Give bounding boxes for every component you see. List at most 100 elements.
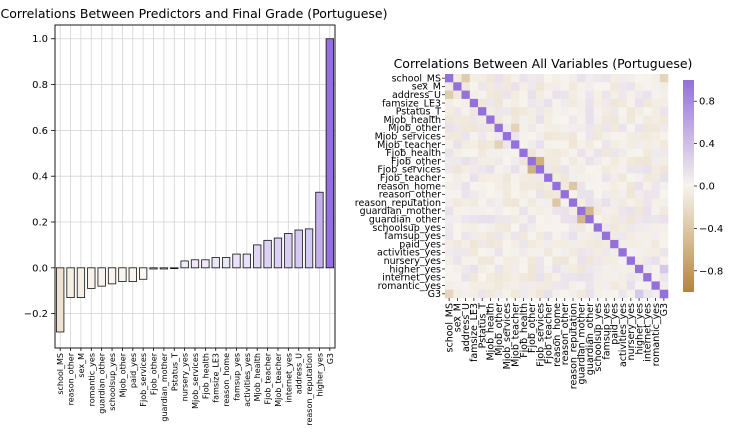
heat-cell [610,107,619,116]
heat-cell [453,132,462,141]
heat-cell [610,281,619,291]
heat-cell [535,231,545,241]
bar-higher_yes [315,191,324,269]
heat-cell [552,140,561,149]
bar-xtick-label: guardian_mother [160,352,169,421]
heat-cell [560,256,570,266]
heat-cell [634,181,644,191]
heat-cell [651,148,661,158]
heat-cell [568,107,578,116]
heat-cell [610,289,619,299]
heat-cell [593,231,603,241]
bar-schoolsup_yes [107,267,117,285]
heat-cell [560,215,570,224]
heat-cell [610,198,619,208]
heat-cell [486,248,495,257]
heat-cell [659,115,669,125]
heat-cell [511,148,520,158]
heat-cell [568,148,578,158]
bar-address_U [294,229,303,269]
heat-cell [577,215,586,224]
heat-cell [643,289,652,299]
heat-cell [486,74,495,83]
heat-cell [618,198,628,208]
heat-cell [634,281,644,291]
heat-cell [643,273,652,282]
heat-ytick-label: reason_home [377,181,441,192]
heat-cell [478,206,487,216]
heat-cell [535,107,545,116]
heat-cell [626,256,636,266]
heat-cell [560,206,570,216]
heat-cell [527,256,537,266]
heat-cell [626,289,636,299]
heat-cell [610,82,619,91]
heat-cell [445,123,454,133]
heat-cell [610,156,619,166]
heat-cell [445,256,454,266]
heat-cell [568,181,578,191]
heat-cell [519,206,528,216]
heat-cell [511,248,520,257]
heat-cell [568,239,578,249]
heat-cell [494,82,504,91]
heat-cell [610,181,619,191]
heat-cell [494,115,504,125]
heat-cell [610,239,619,249]
heat-cell [577,123,586,133]
heat-cell [651,107,661,116]
heat-cell [552,74,561,83]
heat-cell [502,264,512,274]
heat-cell [461,256,471,266]
heat-cell [527,181,537,191]
heat-cell [643,156,652,166]
bar-romantic_yes [87,267,96,289]
heat-cell [585,140,594,149]
heat-xtick-label: Mjob_services [502,303,513,369]
heat-cell [445,74,454,83]
heat-cell [478,181,487,191]
heat-cell [552,215,561,224]
heat-cell [552,289,561,299]
heat-cell [651,223,661,232]
heat-cell [610,231,619,241]
heat-cell [626,239,636,249]
heat-cell [601,148,611,158]
heat-cell [519,248,528,257]
heat-cell [502,123,512,133]
heat-cell [560,82,570,91]
heat-cell [469,140,479,149]
heat-cell [577,273,586,282]
heat-cell [585,273,594,282]
heat-cell [634,132,644,141]
heat-cell [601,198,611,208]
heat-xtick-label: Mjob_other [494,303,505,356]
heat-cell [610,165,619,174]
heat-cell [535,90,545,100]
heat-cell [560,165,570,174]
heat-cell [568,248,578,257]
heat-cell [478,273,487,282]
heat-cell [585,281,594,291]
heat-cell [502,256,512,266]
bar-ytick-label: 0.8 [32,80,48,91]
heat-cell [643,198,652,208]
heat-cell [568,123,578,133]
heat-cell [453,289,462,299]
bar-xtick-label: Mjob_other [118,352,127,397]
heat-ytick-label: nursery_yes [384,256,441,267]
bar-reason_reputation [304,228,314,269]
heat-cell [643,148,652,158]
heat-cell [511,206,520,216]
heat-cell [502,206,512,216]
heat-cell [552,190,561,199]
heat-cell [626,123,636,133]
heat-cell [659,206,669,216]
heat-cell [445,239,454,249]
heat-cell [494,156,504,166]
heat-cell [494,281,504,291]
bar-reason_other [66,267,75,299]
heat-cell [511,165,520,174]
heat-cell [659,256,669,266]
heat-cell [445,223,454,232]
